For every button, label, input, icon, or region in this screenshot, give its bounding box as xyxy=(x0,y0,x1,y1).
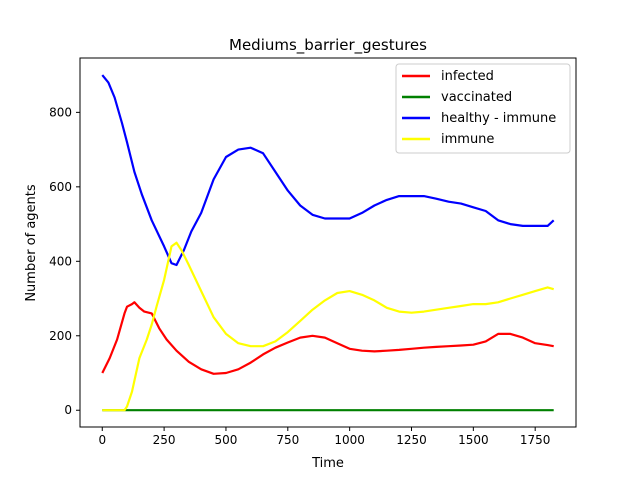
series-line-infected xyxy=(101,301,554,375)
y-tick-label: 0 xyxy=(64,403,72,417)
series-line-healthy-immune xyxy=(101,74,555,267)
x-tick-label: 250 xyxy=(153,433,176,447)
y-tick-label: 800 xyxy=(49,105,72,119)
x-tick-label: 0 xyxy=(98,433,106,447)
x-tick-label: 1250 xyxy=(396,433,427,447)
x-axis-label: Time xyxy=(311,456,344,471)
x-tick-label: 1000 xyxy=(334,433,365,447)
y-tick-label: 600 xyxy=(49,180,72,194)
y-axis-label: Number of agents xyxy=(24,184,39,302)
plot-frame xyxy=(79,57,577,428)
legend-label: healthy - immune xyxy=(441,111,556,126)
y-axis-ticks: 0 200 400 600 800 xyxy=(49,105,80,417)
x-tick-label: 1750 xyxy=(520,433,551,447)
x-axis-ticks: 0 250 500 750 1000 1250 1500 1750 xyxy=(98,427,550,447)
plot-series xyxy=(101,74,555,412)
legend-label: vaccinated xyxy=(441,90,512,105)
legend-label: immune xyxy=(441,132,494,147)
x-tick-label: 750 xyxy=(276,433,299,447)
series-line-immune xyxy=(102,241,555,412)
y-tick-label: 400 xyxy=(49,254,72,268)
legend-box xyxy=(395,63,571,154)
x-tick-label: 500 xyxy=(215,433,238,447)
legend: infected vaccinated healthy - immune immune xyxy=(395,63,571,154)
y-tick-label: 200 xyxy=(49,329,72,343)
chart-title: Mediums_barrier_gestures xyxy=(229,36,427,55)
legend-label: infected xyxy=(441,69,494,84)
x-tick-label: 1500 xyxy=(458,433,489,447)
